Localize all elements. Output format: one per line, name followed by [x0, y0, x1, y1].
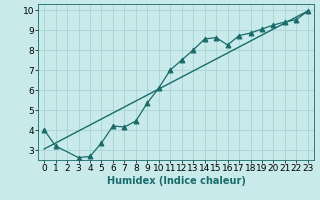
X-axis label: Humidex (Indice chaleur): Humidex (Indice chaleur) [107, 176, 245, 186]
